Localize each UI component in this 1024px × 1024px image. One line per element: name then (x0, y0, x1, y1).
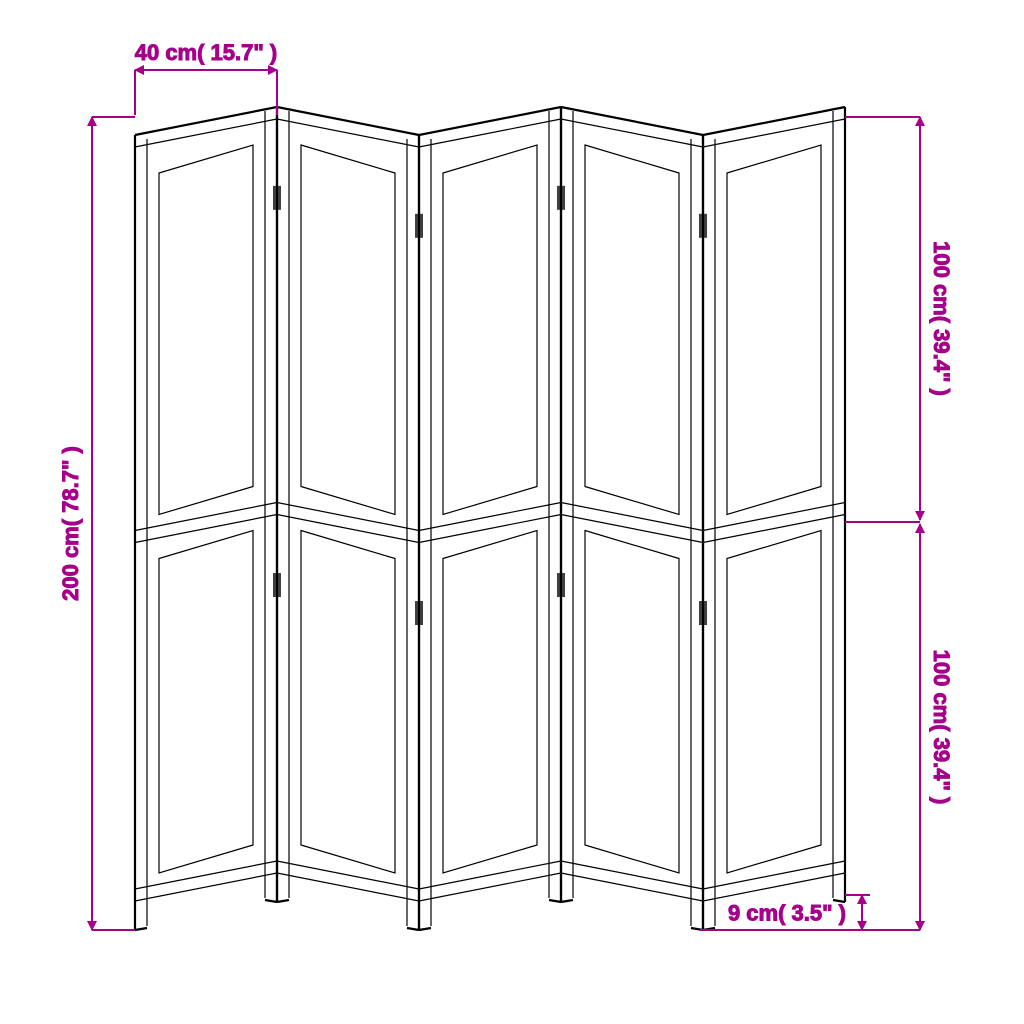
dim-width-label: 40 cm( 15.7" ) (135, 40, 278, 65)
panel-3 (419, 107, 565, 930)
dim-foot-label: 9 cm( 3.5" ) (728, 901, 846, 926)
extension-lines (92, 70, 920, 930)
dimension-lines: 40 cm( 15.7" ) 200 cm( 78.7" ) 100 cm( 39.… (58, 40, 954, 930)
dim-height-label: 200 cm( 78.7" ) (58, 446, 83, 601)
dimension-diagram: 40 cm( 15.7" ) 200 cm( 78.7" ) 100 cm( 39.… (0, 0, 1024, 1024)
panel-2 (277, 107, 423, 930)
panel-4 (561, 107, 707, 930)
dim-lower-label: 100 cm( 39.4" ) (929, 650, 954, 805)
panel-5 (703, 107, 845, 930)
panel-1 (135, 107, 281, 930)
room-divider (135, 107, 845, 930)
dim-upper-label: 100 cm( 39.4" ) (929, 241, 954, 396)
